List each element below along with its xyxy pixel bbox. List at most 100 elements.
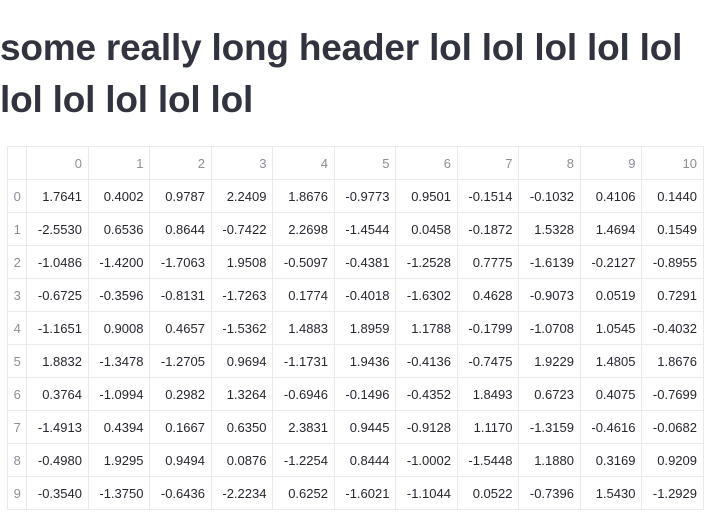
table-cell[interactable]: -1.6302	[395, 278, 458, 312]
table-cell[interactable]: 1.1880	[518, 443, 581, 477]
table-cell[interactable]: 0.6252	[272, 476, 335, 510]
column-header[interactable]: 1	[87, 146, 151, 180]
table-cell[interactable]: -0.4352	[395, 377, 458, 411]
table-cell[interactable]: -0.3540	[26, 476, 89, 510]
table-cell[interactable]: 0.9445	[333, 410, 397, 444]
column-header[interactable]: 3	[210, 146, 274, 180]
table-cell[interactable]: 0.4657	[149, 311, 212, 345]
table-cell[interactable]: 2.3831	[272, 410, 335, 444]
table-cell[interactable]: 1.4805	[579, 344, 643, 378]
table-cell[interactable]: 0.6723	[518, 377, 581, 411]
table-cell[interactable]: -1.0708	[518, 311, 581, 345]
table-cell[interactable]: -0.8131	[149, 278, 212, 312]
table-cell[interactable]: 1.5430	[579, 476, 643, 510]
table-cell[interactable]: -0.1872	[456, 212, 520, 246]
table-cell[interactable]: -1.2528	[395, 245, 458, 279]
table-cell[interactable]: -1.3478	[87, 344, 151, 378]
table-cell[interactable]: -1.1044	[395, 476, 458, 510]
table-cell[interactable]: 1.8493	[456, 377, 520, 411]
table-cell[interactable]: -0.4381	[333, 245, 397, 279]
table-cell[interactable]: -0.6436	[149, 476, 212, 510]
table-cell[interactable]: 1.5328	[518, 212, 581, 246]
table-cell[interactable]: 0.4002	[87, 179, 151, 213]
table-cell[interactable]: 1.8676	[272, 179, 335, 213]
table-cell[interactable]: -0.4980	[26, 443, 89, 477]
table-cell[interactable]: -0.7422	[210, 212, 274, 246]
table-cell[interactable]: 2.2409	[210, 179, 274, 213]
column-header[interactable]: 10	[641, 146, 704, 180]
table-cell[interactable]: -0.2127	[579, 245, 643, 279]
table-cell[interactable]: 0.8644	[149, 212, 212, 246]
table-cell[interactable]: -1.0486	[26, 245, 89, 279]
table-cell[interactable]: -1.0002	[395, 443, 458, 477]
table-cell[interactable]: 0.1774	[272, 278, 335, 312]
table-cell[interactable]: 0.3764	[26, 377, 89, 411]
table-cell[interactable]: 1.9508	[210, 245, 274, 279]
table-cell[interactable]: -0.1799	[456, 311, 520, 345]
table-cell[interactable]: 1.1170	[456, 410, 520, 444]
table-cell[interactable]: -1.7263	[210, 278, 274, 312]
table-cell[interactable]: 0.7291	[641, 278, 704, 312]
table-cell[interactable]: 1.4694	[579, 212, 643, 246]
table-cell[interactable]: 0.8444	[333, 443, 397, 477]
table-cell[interactable]: 0.0519	[579, 278, 643, 312]
column-header[interactable]: 7	[456, 146, 520, 180]
table-cell[interactable]: 1.7641	[26, 179, 89, 213]
table-cell[interactable]: 1.8676	[641, 344, 704, 378]
table-cell[interactable]: 0.6350	[210, 410, 274, 444]
table-cell[interactable]: 2.2698	[272, 212, 335, 246]
table-cell[interactable]: 0.0522	[456, 476, 520, 510]
table-cell[interactable]: -0.4136	[395, 344, 458, 378]
table-cell[interactable]: -2.5530	[26, 212, 89, 246]
table-cell[interactable]: 0.0876	[210, 443, 274, 477]
table-cell[interactable]: -0.9128	[395, 410, 458, 444]
table-cell[interactable]: 1.4883	[272, 311, 335, 345]
table-cell[interactable]: 0.2982	[149, 377, 212, 411]
table-cell[interactable]: 0.1440	[641, 179, 704, 213]
table-cell[interactable]: -0.7699	[641, 377, 704, 411]
table-cell[interactable]: -1.4200	[87, 245, 151, 279]
table-cell[interactable]: 0.7775	[456, 245, 520, 279]
table-cell[interactable]: 0.9494	[149, 443, 212, 477]
table-cell[interactable]: -0.4018	[333, 278, 397, 312]
table-cell[interactable]: -0.3596	[87, 278, 151, 312]
table-cell[interactable]: -1.6139	[518, 245, 581, 279]
table-cell[interactable]: -1.1651	[26, 311, 89, 345]
table-cell[interactable]: -0.7475	[456, 344, 520, 378]
table-cell[interactable]: -2.2234	[210, 476, 274, 510]
table-cell[interactable]: -1.6021	[333, 476, 397, 510]
table-cell[interactable]: 1.1788	[395, 311, 458, 345]
table-cell[interactable]: 0.6536	[87, 212, 151, 246]
table-cell[interactable]: -1.5448	[456, 443, 520, 477]
table-cell[interactable]: 1.8832	[26, 344, 89, 378]
table-cell[interactable]: 1.0545	[579, 311, 643, 345]
table-cell[interactable]: 0.4075	[579, 377, 643, 411]
table-cell[interactable]: 1.9436	[333, 344, 397, 378]
table-cell[interactable]: -0.1032	[518, 179, 581, 213]
column-header[interactable]: 2	[149, 146, 212, 180]
column-header[interactable]: 8	[518, 146, 581, 180]
table-cell[interactable]: -0.6946	[272, 377, 335, 411]
table-cell[interactable]: -1.2254	[272, 443, 335, 477]
table-cell[interactable]: -1.3159	[518, 410, 581, 444]
table-cell[interactable]: -1.1731	[272, 344, 335, 378]
table-cell[interactable]: -1.7063	[149, 245, 212, 279]
table-cell[interactable]: -0.5097	[272, 245, 335, 279]
table-cell[interactable]: -1.2929	[641, 476, 704, 510]
column-header[interactable]: 5	[333, 146, 397, 180]
table-cell[interactable]: -0.0682	[641, 410, 704, 444]
table-cell[interactable]: 1.9295	[87, 443, 151, 477]
table-cell[interactable]: -0.1496	[333, 377, 397, 411]
table-cell[interactable]: 0.9501	[395, 179, 458, 213]
table-cell[interactable]: -1.2705	[149, 344, 212, 378]
table-cell[interactable]: -0.4032	[641, 311, 704, 345]
table-cell[interactable]: -1.4544	[333, 212, 397, 246]
table-cell[interactable]: 0.9787	[149, 179, 212, 213]
table-cell[interactable]: -1.0994	[87, 377, 151, 411]
table-cell[interactable]: 0.4628	[456, 278, 520, 312]
column-header[interactable]: 6	[395, 146, 458, 180]
table-cell[interactable]: -0.6725	[26, 278, 89, 312]
table-cell[interactable]: -0.7396	[518, 476, 581, 510]
table-cell[interactable]: -0.9773	[333, 179, 397, 213]
table-cell[interactable]: -1.3750	[87, 476, 151, 510]
